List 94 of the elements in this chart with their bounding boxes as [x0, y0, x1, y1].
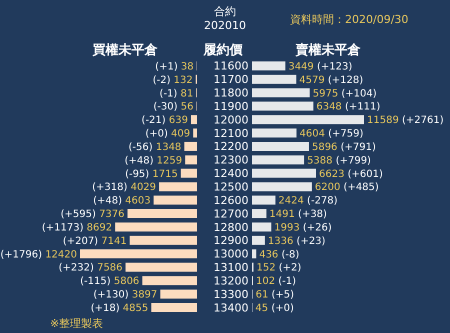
y-tick-label: 12500	[214, 180, 248, 194]
y-tick-label: 12200	[214, 140, 248, 154]
y-tick-label: 12700	[214, 207, 248, 220]
y-tick-label: 11900	[214, 100, 248, 113]
data-label: (-30) 56	[153, 102, 194, 113]
data-label: (-95) 1715	[125, 168, 178, 180]
data-label: 3449 (+123)	[288, 61, 352, 72]
y-tick-label: 12100	[214, 126, 248, 140]
bar	[252, 182, 312, 192]
y-tick-label: 13100	[214, 261, 248, 274]
bar	[252, 196, 276, 205]
data-label: 6348 (+111)	[316, 102, 380, 113]
data-label: (-1) 81	[160, 88, 194, 100]
data-label: (+48) 4603	[93, 196, 151, 207]
data-label: (-2) 132	[152, 74, 193, 86]
bar	[252, 102, 314, 111]
data-label: (+130) 3897	[93, 290, 158, 301]
y-tick-label: 12600	[214, 194, 248, 207]
data-label: 11589 (+2761)	[367, 115, 444, 126]
data-label: 2424 (-278)	[278, 196, 338, 207]
data-label: (+0) 409	[145, 128, 190, 140]
data-label: 6200 (+485)	[314, 182, 379, 194]
data-label: (+1173) 8692	[42, 222, 112, 234]
bar	[151, 302, 197, 312]
bar	[252, 74, 296, 84]
text: 202010	[204, 19, 246, 32]
text: ※整理製表	[50, 316, 104, 331]
bar	[193, 128, 197, 138]
data-label: 102 (-1)	[256, 276, 296, 288]
data-label: (-115) 5806	[80, 276, 140, 288]
y-tick-label: 13300	[214, 288, 248, 301]
y-tick-label: 12400	[214, 167, 248, 180]
text: 資料時間：2020/09/30	[290, 12, 408, 27]
data-label: (+207) 7141	[62, 236, 127, 247]
data-label: (+48) 1259	[124, 155, 182, 166]
data-label: 4604 (+759)	[299, 128, 364, 140]
bar	[252, 209, 266, 218]
data-label: 6623 (+601)	[319, 168, 384, 180]
bar	[180, 168, 197, 178]
bar	[184, 142, 197, 151]
y-tick-label: 11800	[214, 86, 248, 100]
bar	[160, 290, 197, 299]
data-label: (+1) 38	[155, 61, 194, 72]
bar	[190, 115, 197, 124]
y-tick-label: 12800	[214, 220, 248, 234]
data-label: 1491 (+38)	[269, 209, 328, 220]
bar	[128, 209, 197, 218]
bar	[142, 276, 197, 286]
data-label: (+232) 7586	[58, 262, 123, 274]
data-label: 5388 (+799)	[307, 155, 372, 166]
y-tick-label: 12000	[214, 113, 248, 126]
y-tick-label: 13000	[214, 248, 248, 261]
data-label: (+318) 4029	[92, 182, 156, 194]
bar	[252, 142, 309, 151]
bar	[154, 196, 197, 205]
y-tick-label: 11700	[214, 73, 248, 86]
bar	[252, 249, 256, 258]
y-tick-label: 12300	[214, 154, 248, 167]
bar	[80, 249, 197, 258]
data-label: (-21) 639	[142, 115, 188, 126]
bar	[126, 262, 197, 272]
data-label: 1336 (+23)	[268, 236, 326, 247]
bar	[252, 128, 296, 138]
y-axis-title: 履約價	[204, 42, 242, 59]
y-tick-label: 13200	[214, 274, 248, 288]
y-tick-label: 13400	[214, 301, 248, 314]
text: 合約	[214, 4, 236, 19]
data-label: 61 (+5)	[256, 290, 294, 301]
data-label: (+1796) 12420	[0, 249, 77, 260]
data-label: (+595) 7376	[60, 209, 125, 220]
data-label: 5975 (+104)	[312, 88, 377, 100]
data-label: (+18) 4855	[90, 302, 148, 314]
bar	[252, 115, 364, 124]
bar	[252, 236, 265, 245]
data-label: 45 (+0)	[255, 302, 294, 314]
data-label: 436 (-8)	[259, 249, 300, 260]
data-label: 4579 (+128)	[299, 74, 364, 86]
data-label: (-56) 1348	[128, 142, 182, 153]
bar	[159, 182, 197, 192]
bar	[252, 88, 310, 98]
data-label: 5896 (+791)	[312, 142, 376, 153]
bar	[115, 222, 197, 232]
bar	[252, 155, 304, 164]
data-label: 1993 (+26)	[274, 222, 332, 234]
bar	[252, 222, 272, 232]
data-label: 152 (+2)	[256, 262, 302, 274]
bar	[130, 236, 197, 245]
y-tick-label: 12900	[214, 234, 248, 248]
y-tick-label: 11600	[214, 60, 248, 73]
bar	[252, 168, 316, 178]
bar	[252, 61, 286, 70]
x-axis-title: 買權未平倉	[92, 42, 158, 59]
bar	[185, 155, 197, 164]
x-axis-title: 賣權未平倉	[296, 42, 360, 59]
